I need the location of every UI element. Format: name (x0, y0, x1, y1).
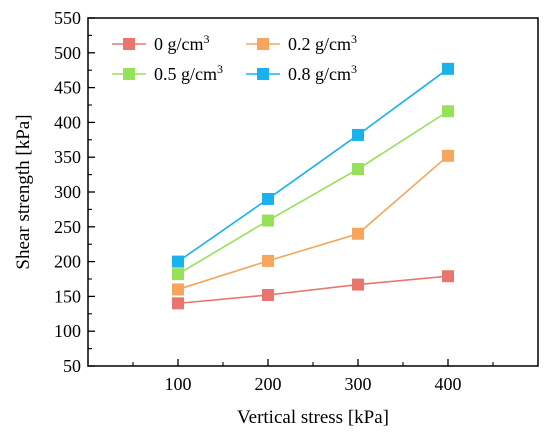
series-1 (172, 270, 454, 309)
series-2 (172, 150, 454, 296)
data-point (262, 289, 274, 301)
data-point (172, 283, 184, 295)
legend-marker (123, 68, 135, 80)
x-tick-label: 200 (255, 374, 282, 394)
data-point (352, 129, 364, 141)
data-point (172, 268, 184, 280)
legend: 0 g/cm3 0.2 g/cm3 0.5 g/cm3 0.8 g/cm3 (112, 32, 357, 84)
y-tick-label: 150 (54, 286, 81, 306)
data-point (442, 105, 454, 117)
series-line (178, 69, 448, 262)
data-point (352, 279, 364, 291)
legend-label: 0.5 g/cm3 (154, 62, 223, 84)
y-tick-label: 50 (63, 356, 81, 376)
y-tick-label: 400 (54, 112, 81, 132)
series-line (178, 111, 448, 274)
series-line (178, 156, 448, 290)
series-4 (172, 63, 454, 268)
y-axis-title: Shear strength [kPa] (13, 114, 34, 269)
legend-item: 0.5 g/cm3 (112, 62, 223, 84)
y-tick-label: 500 (54, 43, 81, 63)
data-point (172, 297, 184, 309)
data-point (262, 193, 274, 205)
y-tick-label: 300 (54, 182, 81, 202)
legend-item: 0 g/cm3 (112, 32, 210, 54)
x-axis-title: Vertical stress [kPa] (237, 407, 389, 428)
legend-marker (257, 68, 269, 80)
y-axis: 50 100 150 200 250 300 350 400 450 500 550 (54, 8, 95, 376)
legend-marker (123, 38, 135, 50)
x-tick-label: 100 (165, 374, 192, 394)
legend-item: 0.8 g/cm3 (246, 62, 357, 84)
data-point (352, 228, 364, 240)
data-point (442, 150, 454, 162)
y-tick-label: 450 (54, 78, 81, 98)
data-point (262, 215, 274, 227)
legend-label: 0.2 g/cm3 (288, 32, 357, 54)
legend-label: 0 g/cm3 (154, 32, 210, 54)
y-tick-label: 350 (54, 147, 81, 167)
x-tick-label: 400 (435, 374, 462, 394)
y-tick-label: 550 (54, 8, 81, 28)
data-point (352, 163, 364, 175)
series-layer (172, 63, 454, 310)
series-line (178, 276, 448, 303)
y-tick-label: 200 (54, 252, 81, 272)
series-3 (172, 105, 454, 280)
legend-marker (257, 38, 269, 50)
data-point (442, 63, 454, 75)
x-axis: 100 200 300 400 (133, 359, 493, 394)
legend-item: 0.2 g/cm3 (246, 32, 357, 54)
legend-label: 0.8 g/cm3 (288, 62, 357, 84)
y-tick-label: 250 (54, 217, 81, 237)
data-point (172, 256, 184, 268)
x-tick-label: 300 (345, 374, 372, 394)
data-point (442, 270, 454, 282)
y-tick-label: 100 (54, 321, 81, 341)
data-point (262, 255, 274, 267)
